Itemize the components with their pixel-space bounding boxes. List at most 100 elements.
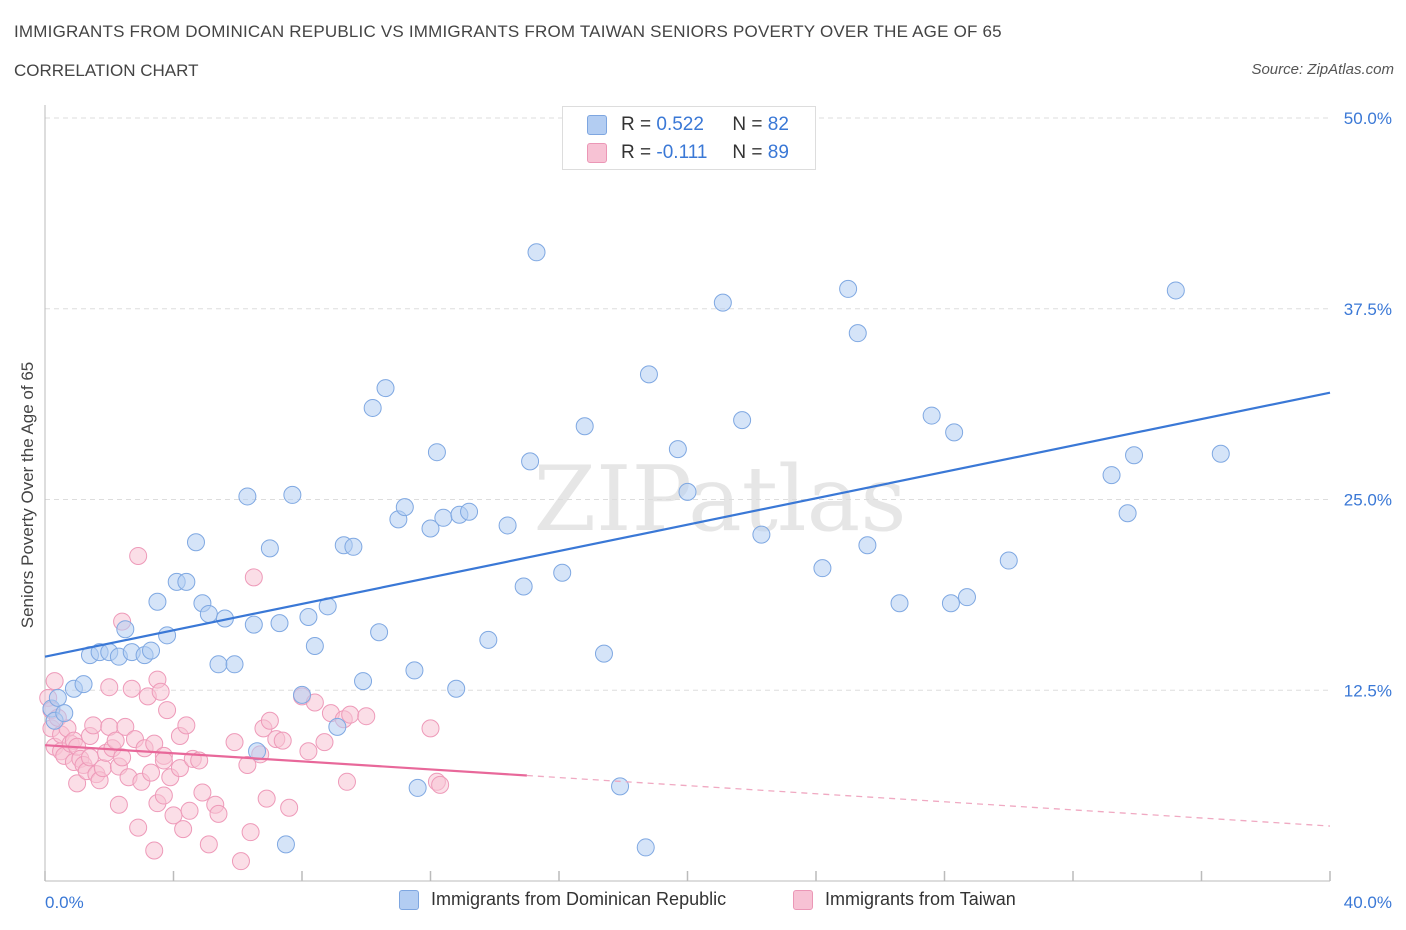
bottom-legend-swatch-pink	[793, 889, 813, 910]
data-point-taiwan	[280, 798, 299, 817]
data-point-dominican	[848, 324, 867, 343]
x-tick-label: 0.0%	[45, 893, 84, 912]
data-point-taiwan	[113, 748, 132, 767]
data-point-dominican	[55, 704, 74, 723]
data-point-dominican	[1102, 466, 1121, 485]
legend-n-label: N =	[732, 114, 763, 135]
data-point-dominican	[527, 243, 546, 262]
data-point-dominican	[1211, 444, 1230, 463]
data-point-taiwan	[154, 786, 173, 805]
data-point-taiwan	[145, 841, 164, 860]
data-point-dominican	[1125, 446, 1144, 465]
data-point-dominican	[344, 537, 363, 556]
legend-r-label: R =	[621, 114, 652, 135]
data-point-taiwan	[315, 733, 334, 752]
legend-r-value: -0.111	[656, 142, 708, 163]
data-point-taiwan	[431, 775, 450, 794]
data-point-taiwan	[273, 731, 292, 750]
data-point-taiwan	[122, 679, 141, 698]
data-point-dominican	[575, 417, 594, 436]
chart-subtitle: CORRELATION CHART	[14, 61, 199, 80]
data-point-dominican	[116, 620, 135, 639]
data-point-dominican	[594, 644, 613, 663]
data-point-taiwan	[337, 772, 356, 791]
y-tick-label: 12.5%	[1344, 681, 1392, 700]
data-point-taiwan	[84, 716, 103, 735]
data-point-dominican	[498, 516, 517, 535]
data-point-taiwan	[170, 759, 189, 778]
legend-row-dominican: R = 0.522 N = 82	[587, 114, 789, 136]
trend-line-taiwan-extension	[526, 774, 1331, 827]
y-tick-label: 37.5%	[1344, 300, 1392, 319]
data-point-dominican	[248, 742, 267, 761]
y-tick-label: 25.0%	[1344, 491, 1392, 510]
data-point-dominican	[328, 717, 347, 736]
legend-r-value: 0.522	[656, 114, 704, 135]
source-label: Source: ZipAtlas.com	[1251, 61, 1394, 78]
data-point-dominican	[299, 608, 318, 627]
data-point-dominican	[260, 539, 279, 558]
data-point-taiwan	[241, 823, 260, 842]
data-point-dominican	[48, 688, 67, 707]
data-point-taiwan	[45, 672, 64, 691]
data-point-dominican	[434, 508, 453, 527]
data-point-dominican	[639, 365, 658, 384]
data-point-dominican	[148, 592, 167, 611]
data-point-dominican	[678, 482, 697, 501]
data-point-taiwan	[193, 783, 212, 802]
y-axis-label: Seniors Poverty Over the Age of 65	[18, 361, 37, 629]
series-taiwan-points	[39, 546, 450, 871]
trend-line-taiwan	[44, 744, 527, 777]
data-point-dominican	[668, 440, 687, 459]
data-point-dominican	[945, 423, 964, 442]
data-point-dominican	[142, 641, 161, 660]
data-point-taiwan	[116, 717, 135, 736]
data-point-dominican	[460, 502, 479, 521]
data-point-dominican	[270, 614, 289, 633]
data-point-dominican	[276, 835, 295, 854]
bottom-legend-label: Immigrants from Taiwan	[825, 889, 1016, 909]
data-point-taiwan	[142, 763, 161, 782]
legend-n-value: 89	[767, 142, 789, 163]
data-point-taiwan	[225, 733, 244, 752]
data-point-taiwan	[260, 711, 279, 730]
data-point-dominican	[363, 398, 382, 417]
data-point-dominican	[427, 443, 446, 462]
data-point-dominican	[238, 487, 257, 506]
trend-lines	[44, 391, 1331, 827]
data-point-taiwan	[68, 774, 87, 793]
grid-lines	[45, 117, 1330, 691]
data-point-dominican	[733, 411, 752, 430]
data-point-taiwan	[100, 678, 119, 697]
data-point-taiwan	[257, 789, 276, 808]
data-point-dominican	[858, 536, 877, 555]
data-point-taiwan	[231, 852, 250, 871]
data-point-dominican	[177, 572, 196, 591]
data-point-dominican	[1118, 504, 1137, 523]
data-point-dominican	[186, 533, 205, 552]
data-point-dominican	[957, 588, 976, 607]
data-point-dominican	[209, 655, 228, 674]
data-point-dominican	[395, 498, 414, 517]
data-point-dominican	[514, 577, 533, 596]
data-point-dominican	[447, 679, 466, 698]
data-point-taiwan	[199, 835, 218, 854]
data-point-taiwan	[154, 751, 173, 770]
data-point-dominican	[199, 604, 218, 623]
data-point-taiwan	[93, 759, 112, 778]
data-point-dominican	[999, 551, 1018, 570]
data-point-dominican	[354, 672, 373, 691]
data-point-dominican	[479, 630, 498, 649]
data-point-taiwan	[341, 705, 360, 724]
data-point-dominican	[376, 379, 395, 398]
legend-row-taiwan: R = -0.111 N = 89	[587, 142, 789, 164]
data-point-taiwan	[238, 756, 257, 775]
y-tick-labels: 12.5% 25.0% 37.5% 50.0%	[1344, 109, 1392, 700]
data-point-dominican	[283, 485, 302, 504]
data-point-dominican	[305, 636, 324, 655]
data-point-taiwan	[244, 568, 263, 587]
data-point-dominican	[553, 563, 572, 582]
data-point-dominican	[74, 675, 93, 694]
data-point-dominican	[225, 655, 244, 674]
